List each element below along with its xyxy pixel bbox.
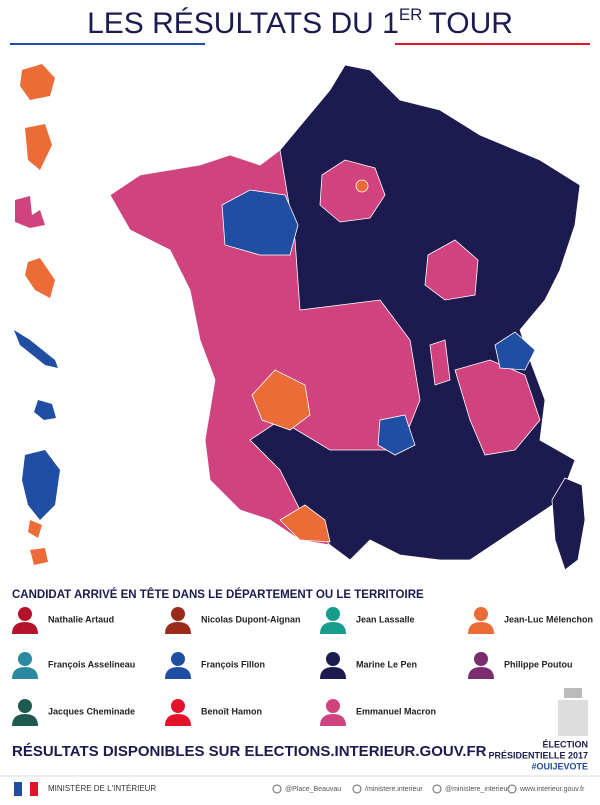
social-link: @ministere_interieur	[445, 786, 510, 793]
presidential: PRÉSIDENTIELLE 2017	[488, 750, 588, 760]
candidate-icon-head	[171, 652, 185, 666]
title: LES RÉSULTATS DU 1ER TOUR	[87, 5, 513, 39]
logo	[558, 688, 588, 736]
candidate-name: Jean Lassalle	[356, 614, 415, 624]
polynesie	[22, 450, 60, 520]
candidate-icon-head	[18, 607, 32, 621]
candidate-icon-head	[18, 699, 32, 713]
region-east	[424, 239, 479, 301]
mayotte	[34, 400, 56, 420]
region-fillon-west	[221, 189, 299, 256]
guyane	[25, 124, 52, 170]
candidate-icon-head	[326, 607, 340, 621]
candidate-name: Marine Le Pen	[356, 659, 417, 669]
candidate-icon-head	[171, 607, 185, 621]
legend-item: Philippe Poutou	[468, 652, 573, 679]
social-link: www.interieur.gouv.fr	[519, 786, 585, 793]
election: ÉLECTION	[542, 739, 588, 749]
candidate-name: Jacques Cheminade	[48, 706, 135, 716]
candidate-name: Philippe Poutou	[504, 659, 573, 669]
legend-item: Nicolas Dupont-Aignan	[165, 607, 301, 634]
social-icon	[507, 784, 517, 794]
paris	[355, 179, 369, 193]
title-main: LES RÉSULTATS DU 1	[87, 7, 399, 40]
spm	[30, 548, 48, 565]
legend-item: François Asselineau	[12, 652, 135, 679]
candidate-name: Jean-Luc Mélenchon	[504, 614, 593, 624]
martinique	[25, 258, 55, 298]
candidate-icon-head	[171, 699, 185, 713]
candidate-name: Nathalie Artaud	[48, 614, 114, 624]
results-link: RÉSULTATS DISPONIBLES SUR ELECTIONS.INTE…	[12, 743, 487, 760]
title-end: TOUR	[428, 7, 512, 40]
candidate-name: Nicolas Dupont-Aignan	[201, 614, 301, 624]
region-melenchon-1	[251, 369, 311, 431]
social-links: @Place_Beauvau/ministere.interieur @minis…	[272, 784, 585, 794]
candidate-name: François Fillon	[201, 659, 265, 669]
candidate-icon-body	[12, 714, 38, 726]
candidate-icon-body	[468, 667, 494, 679]
map	[109, 64, 586, 571]
legend-item: Benoît Hamon	[165, 699, 262, 726]
social-icon	[272, 784, 282, 794]
social-icon	[432, 784, 442, 794]
candidate-icon-head	[18, 652, 32, 666]
legend-heading: CANDIDAT ARRIVÉ EN TÊTE DANS LE DÉPARTEM…	[12, 588, 424, 601]
candidate-icon-body	[320, 622, 346, 634]
candidate-icon-body	[468, 622, 494, 634]
candidate-icon-head	[474, 652, 488, 666]
candidate-name: Emmanuel Macron	[356, 706, 436, 716]
candidate-name: François Asselineau	[48, 659, 135, 669]
social-icon	[352, 784, 362, 794]
social-link: /ministere.interieur	[365, 786, 423, 793]
legend-item: Jacques Cheminade	[12, 699, 135, 726]
candidate-icon-head	[326, 652, 340, 666]
region-melenchon-2	[279, 504, 331, 543]
candidate-icon-body	[320, 714, 346, 726]
marianne-logo-white	[22, 782, 30, 796]
title-sup: ER	[399, 5, 423, 24]
region-alps	[454, 359, 541, 456]
legend-item: Marine Le Pen	[320, 652, 417, 679]
legend-item: François Fillon	[165, 652, 265, 679]
reunion	[20, 64, 55, 100]
candidate-name: Benoît Hamon	[201, 706, 262, 716]
social-link: @Place_Beauvau	[285, 786, 341, 793]
marianne-logo-red	[30, 782, 38, 796]
logo-box	[558, 700, 588, 736]
candidate-icon-body	[320, 667, 346, 679]
candidate-icon-body	[12, 667, 38, 679]
legend-item: Jean Lassalle	[320, 607, 415, 634]
legend-item: Nathalie Artaud	[12, 607, 114, 634]
region-rhone	[429, 339, 451, 386]
region-fillon-east	[494, 331, 536, 371]
region-fillon-center	[377, 414, 416, 456]
paris-region	[319, 159, 386, 223]
candidate-icon-body	[165, 622, 191, 634]
legend: Nathalie Artaud Nicolas Dupont-Aignan Jean…	[12, 607, 593, 726]
ministry: MINISTÈRE DE L'INTÉRIEUR	[48, 784, 156, 793]
candidate-icon-body	[165, 714, 191, 726]
logo-ballot	[564, 688, 582, 698]
corsica	[551, 477, 586, 571]
candidate-icon-body	[12, 622, 38, 634]
legend-item: Jean-Luc Mélenchon	[468, 607, 593, 634]
wallis	[28, 520, 42, 538]
nouvelle-caledonie	[14, 330, 58, 368]
legend-item: Emmanuel Macron	[320, 699, 436, 726]
candidate-icon-body	[165, 667, 191, 679]
candidate-icon-head	[326, 699, 340, 713]
overseas	[14, 64, 60, 565]
hashtag: #OUIJEVOTE	[531, 761, 588, 771]
candidate-icon-head	[474, 607, 488, 621]
guadeloupe	[15, 196, 45, 228]
